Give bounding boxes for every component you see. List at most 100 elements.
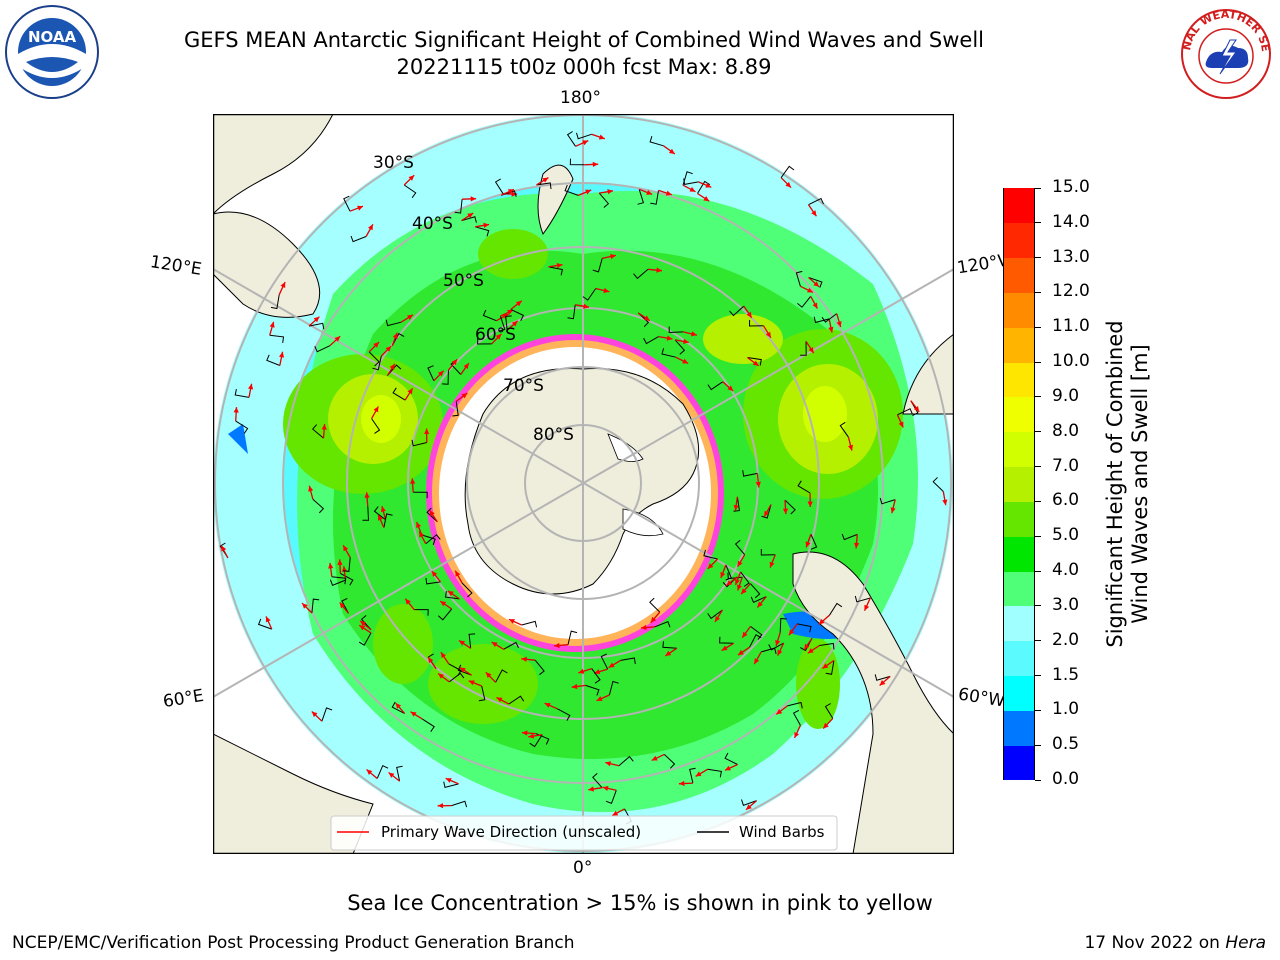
arrow-head <box>373 342 379 348</box>
wind-barb <box>564 184 579 196</box>
wind-barb <box>605 790 617 805</box>
wind-barb <box>768 642 784 651</box>
colorbar-segment <box>1004 571 1034 607</box>
arrow-head <box>742 631 748 638</box>
wind-barb <box>342 557 351 572</box>
colorbar-tick <box>1035 535 1041 537</box>
colorbar-tick <box>1035 709 1041 711</box>
wind-barb <box>234 389 250 398</box>
wind-barb <box>477 337 492 345</box>
colorbar-tick-label: 3.0 <box>1052 594 1080 615</box>
arrow-head <box>733 504 739 511</box>
wind-barb <box>372 355 382 371</box>
arrow-head <box>419 531 425 538</box>
wind-barb <box>444 591 460 600</box>
arrow-head <box>279 351 285 358</box>
colorbar-tick <box>1035 744 1041 746</box>
arrow-head <box>737 584 742 591</box>
arrow-head <box>554 642 560 649</box>
wind-barb <box>385 319 402 327</box>
arrow-head <box>596 696 603 701</box>
arrow-head <box>311 711 318 718</box>
arrow-head <box>368 224 373 231</box>
wind-barb <box>426 507 438 523</box>
wind-barb <box>592 773 603 789</box>
wind-barb <box>637 312 650 328</box>
arrow-head <box>691 331 697 337</box>
wind-barb <box>495 669 508 683</box>
colorbar-segment <box>1004 431 1034 468</box>
arrow-head <box>583 303 589 309</box>
arrow-head <box>385 346 392 352</box>
wind-barb <box>360 615 372 631</box>
colorbar-segment <box>1004 501 1034 537</box>
arrow-head <box>807 287 813 293</box>
wind-barb <box>269 334 285 343</box>
wind-barb <box>461 582 473 598</box>
arrow-head <box>612 810 619 816</box>
wind-barb <box>266 354 280 366</box>
arrow-head <box>405 598 411 605</box>
wind-barb <box>682 171 693 186</box>
map-legend: Primary Wave Direction (unscaled) Wind B… <box>330 815 838 851</box>
wind-barb <box>707 609 723 620</box>
arrow-head <box>782 508 789 515</box>
lon-label-180: 180° <box>560 88 601 108</box>
arrow-head <box>864 604 870 611</box>
lat-label-80s: 80°S <box>533 425 574 445</box>
colorbar-tick <box>1035 605 1041 607</box>
colorbar-tick <box>1035 187 1041 189</box>
wind-barb <box>548 266 564 276</box>
arrow-head <box>854 542 860 549</box>
wind-barb <box>452 401 459 417</box>
arrow-head <box>665 190 672 196</box>
wind-barb <box>448 672 465 683</box>
wind-barb <box>748 319 764 327</box>
wind-barb <box>383 513 393 528</box>
colorbar-tick <box>1035 257 1041 259</box>
wind-barb <box>719 636 734 644</box>
arrow-head <box>380 506 386 513</box>
wind-barb <box>608 680 619 696</box>
lon-label-120e: 120°E <box>148 252 203 280</box>
wind-barb <box>457 664 472 676</box>
wind-barb <box>784 499 796 515</box>
arrow-head <box>308 485 314 492</box>
colorbar-segment <box>1004 710 1034 746</box>
wind-barb <box>569 158 585 166</box>
wind-barb <box>879 497 896 505</box>
wind-barb <box>750 625 763 640</box>
arrow-head <box>777 649 783 656</box>
wind-barb <box>478 685 486 702</box>
arrow-head <box>328 562 334 569</box>
arrow-head <box>461 393 468 399</box>
wind-barb <box>329 579 346 586</box>
wind-barb <box>598 192 610 208</box>
arrow-head <box>812 302 818 309</box>
wind-barb <box>311 424 324 439</box>
wind-barb <box>724 752 738 765</box>
arrow-head <box>720 572 726 578</box>
arrow-head <box>378 514 383 521</box>
arrow-head <box>508 619 515 624</box>
lat-label-50s: 50°S <box>443 271 484 291</box>
wind-barb <box>373 506 386 521</box>
wind-barb <box>421 534 436 545</box>
wind-barb <box>661 348 676 358</box>
legend-wind-barbs: Wind Barbs <box>739 823 825 841</box>
arrow-head <box>775 640 781 646</box>
arrow-head <box>470 196 477 202</box>
arrow-head <box>689 186 696 192</box>
arrow-head <box>682 358 689 364</box>
colorbar-tick <box>1035 570 1041 572</box>
arrow-head <box>602 785 609 791</box>
colorbar-tick-label: 7.0 <box>1052 455 1080 476</box>
colorbar <box>1003 188 1035 781</box>
colorbar-ticks: 0.0 0.5 1.0 1.5 2.0 3.0 4.0 5.0 6.0 7.0 8.0 9.0 10.0… <box>1035 179 1095 788</box>
colorbar-tick-label: 11.0 <box>1052 316 1090 337</box>
colorbar-segment <box>1004 362 1034 398</box>
wind-barb <box>592 258 603 273</box>
arrow-head <box>468 680 475 686</box>
arrow-head <box>794 732 800 738</box>
arrow-head <box>665 650 672 656</box>
